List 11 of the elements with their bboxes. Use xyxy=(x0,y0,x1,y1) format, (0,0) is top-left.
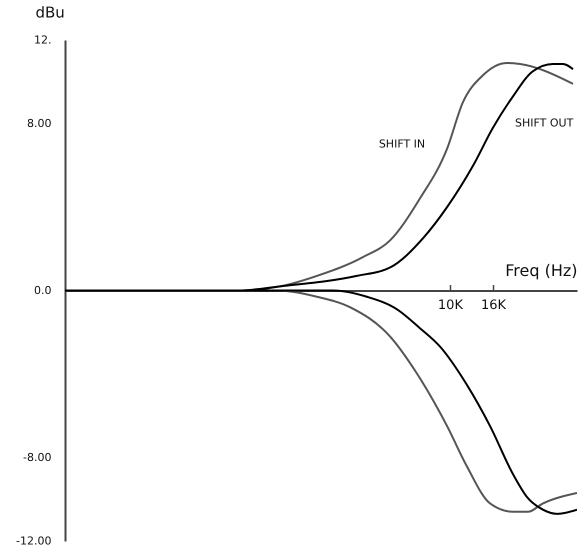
x-tick-label: 16K xyxy=(480,298,507,313)
x-tick-label: 10K xyxy=(438,298,464,313)
series-label: SHIFT OUT xyxy=(515,116,574,130)
y-tick-label: -12.00 xyxy=(16,534,52,548)
y-tick-label: 8.00 xyxy=(27,117,52,130)
x-axis-title: Freq (Hz) xyxy=(505,261,578,280)
series-label: SHIFT IN xyxy=(378,138,426,151)
y-tick-label: 12. xyxy=(34,34,52,46)
y-tick-label: -8.00 xyxy=(23,451,52,464)
y-axis-title: dBu xyxy=(36,4,65,22)
y-tick-label: 0.0 xyxy=(34,284,52,297)
